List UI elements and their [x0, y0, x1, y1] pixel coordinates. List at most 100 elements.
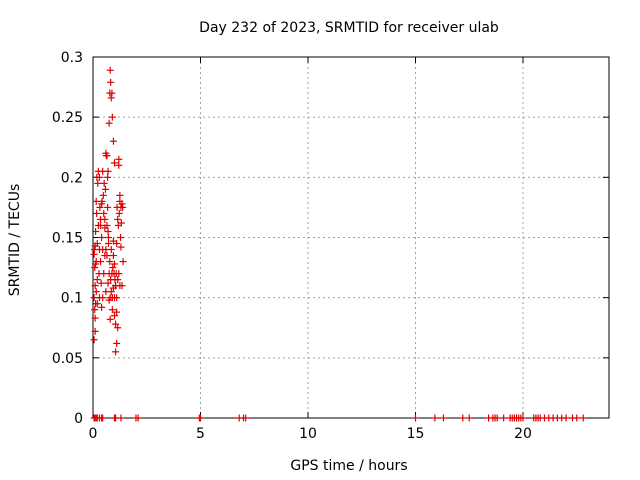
data-point	[93, 276, 101, 284]
y-tick-label: 0.2	[61, 170, 83, 186]
plot-frame	[92, 56, 610, 419]
data-point	[104, 234, 112, 241]
data-point	[111, 159, 118, 167]
data-point	[92, 227, 100, 235]
data-point	[103, 152, 111, 160]
data-point	[91, 327, 99, 335]
data-point	[109, 264, 117, 272]
data-point	[90, 250, 98, 258]
data-point	[104, 227, 112, 235]
data-point	[117, 219, 125, 227]
x-axis-label: GPS time / hours	[290, 458, 407, 474]
data-point	[90, 336, 98, 344]
data-point	[103, 252, 111, 260]
data-point	[91, 314, 99, 322]
y-tick-label: 0.3	[61, 50, 83, 66]
data-point	[112, 282, 120, 290]
data-point	[117, 234, 125, 241]
data-point	[113, 339, 121, 347]
x-tick-label: 0	[89, 426, 98, 442]
grid	[93, 57, 609, 418]
data-point	[116, 197, 124, 205]
data-point	[439, 414, 447, 422]
data-point	[573, 414, 581, 422]
data-point	[107, 94, 115, 102]
data-point	[108, 113, 116, 121]
data-point	[431, 414, 439, 422]
data-points	[90, 66, 587, 422]
y-tick-label: 0.1	[61, 291, 83, 307]
data-point	[115, 161, 123, 169]
data-point	[108, 306, 116, 314]
data-point	[115, 209, 123, 217]
axis-ticks: 0 0.05 0.1 0.15 0.2 0.25 0.3 0 5 10 15 20	[52, 50, 609, 442]
data-point	[114, 215, 122, 223]
data-point	[115, 155, 123, 163]
data-point	[97, 258, 105, 266]
data-point	[105, 119, 113, 127]
data-point	[95, 246, 103, 254]
data-point	[109, 252, 117, 260]
data-point	[109, 237, 117, 245]
y-tick-label: 0	[74, 411, 83, 427]
data-point	[92, 288, 100, 296]
data-point	[97, 221, 105, 229]
data-point	[93, 300, 101, 308]
data-point	[117, 243, 125, 251]
data-point	[99, 414, 107, 422]
data-point	[579, 414, 587, 422]
data-point	[104, 203, 112, 211]
data-point	[118, 282, 126, 290]
data-point	[459, 414, 467, 422]
data-point	[197, 414, 204, 422]
data-point	[117, 414, 125, 422]
data-point	[114, 276, 122, 284]
data-point	[98, 303, 106, 311]
y-tick-label: 0.05	[52, 351, 83, 367]
data-point	[412, 414, 419, 422]
y-tick-label: 0.15	[52, 231, 83, 247]
data-point	[113, 294, 121, 302]
data-point	[111, 260, 118, 268]
data-point	[465, 414, 473, 422]
data-point	[134, 414, 142, 422]
data-point	[95, 173, 103, 181]
data-point	[104, 240, 112, 248]
data-point	[91, 306, 99, 314]
data-point	[242, 414, 250, 422]
data-point	[562, 414, 570, 422]
data-point	[112, 348, 120, 356]
data-point	[106, 66, 114, 74]
data-point	[101, 185, 109, 193]
y-tick-label: 0.25	[52, 110, 83, 126]
data-point	[93, 209, 101, 217]
data-point	[94, 179, 102, 187]
data-point	[100, 179, 108, 187]
data-point	[91, 264, 99, 272]
x-tick-label: 10	[299, 426, 317, 442]
data-point	[104, 173, 112, 181]
data-point	[107, 288, 115, 296]
data-point	[98, 234, 106, 241]
data-point	[91, 282, 99, 290]
data-point	[114, 324, 122, 332]
data-point	[500, 414, 508, 422]
data-point	[519, 414, 527, 422]
data-point	[109, 137, 117, 145]
data-point	[113, 308, 121, 316]
data-point	[97, 279, 105, 287]
y-axis-label: SRMTID / TECUs	[7, 184, 23, 297]
data-point	[116, 191, 124, 199]
data-point	[119, 258, 127, 266]
data-point	[96, 203, 104, 211]
data-point	[107, 246, 115, 254]
data-point	[101, 224, 109, 232]
data-point	[107, 78, 115, 86]
chart-title: Day 232 of 2023, SRMTID for receiver ula…	[199, 20, 499, 36]
data-point	[100, 209, 108, 217]
data-point	[108, 89, 116, 97]
data-point	[115, 270, 123, 278]
data-point	[106, 315, 114, 323]
data-point	[106, 258, 114, 266]
